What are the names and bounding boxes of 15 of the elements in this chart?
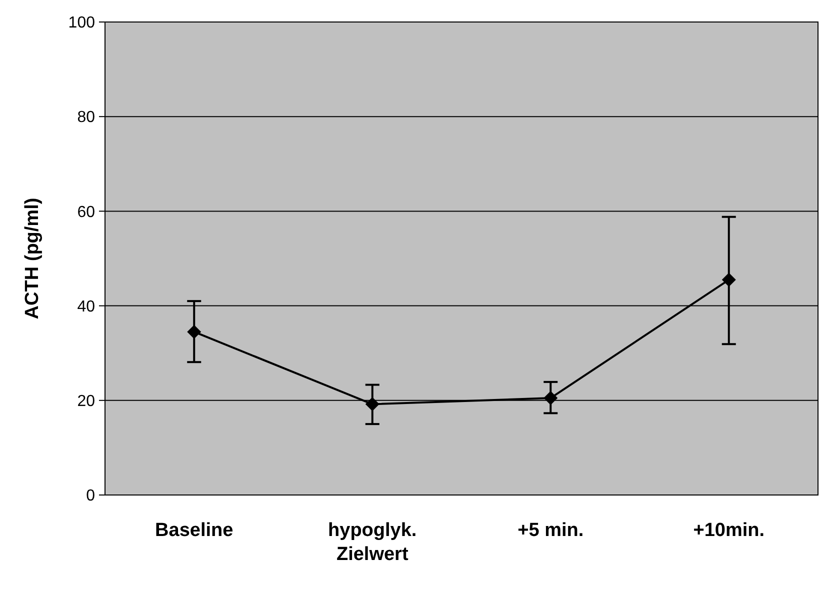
x-tick-label: hypoglyk. Zielwert	[328, 520, 417, 565]
y-tick-label: 40	[77, 298, 96, 316]
point	[187, 324, 202, 339]
x-tick-label: +5 min.	[518, 520, 584, 541]
y-tick-label: 100	[68, 14, 96, 32]
point	[722, 272, 736, 287]
y-tick-label: 0	[86, 488, 96, 505]
y-tick-label: 60	[77, 204, 96, 221]
point	[365, 397, 380, 412]
y-tick-label: 20	[77, 393, 96, 410]
y-tick-label: 80	[77, 109, 96, 126]
x-tick-label: Baseline	[155, 520, 234, 541]
point	[544, 391, 558, 406]
y-axis-title: ACTH (pg/ml)	[22, 198, 43, 320]
x-tick-label: +10min.	[693, 520, 765, 541]
